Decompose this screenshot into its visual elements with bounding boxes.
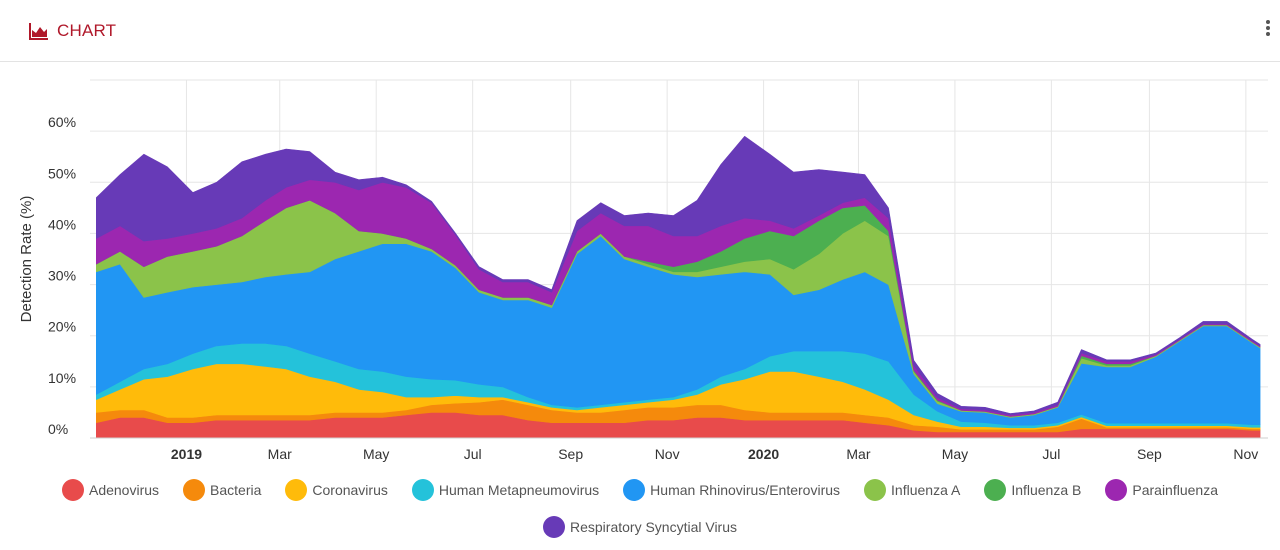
legend-swatch [984,479,1007,501]
chart-title: CHART [57,21,117,40]
legend-swatch [183,479,206,501]
area-respiratory-syncytial-virus [96,136,1261,416]
legend-swatch [61,479,84,501]
legend-label: Adenovirus [88,482,160,498]
y-tick-label: 50% [48,165,76,181]
y-tick-label: 20% [48,319,76,335]
legend-swatch [1105,479,1128,501]
legend-item[interactable]: Bacteria [183,478,261,502]
y-tick-label: 30% [48,268,76,284]
stacked-area-chart: 0% 10% 20% 30% 40% 50% 60% 2019 Mar May Jul Sep Nov 2… [18,79,1268,462]
legend-item[interactable]: Human Metapneumovirus [411,478,600,502]
legend-item[interactable]: Coronavirus [285,478,388,502]
legend-item[interactable]: Human Rhinovirus/Enterovirus [623,478,840,502]
y-tick-label: 10% [48,370,76,386]
legend-swatch [623,479,646,501]
x-tick-label: May [942,446,968,462]
x-tick-label: Mar [846,446,870,462]
legend-label: Coronavirus [312,482,388,498]
x-tick-label: Sep [1137,446,1162,462]
legend-item[interactable]: Parainfluenza [1105,478,1218,502]
chart-header: CHART [0,0,1280,62]
y-axis-label: Detection Rate (%) [18,196,35,323]
legend-label: Respiratory Syncytial Virus [569,519,738,535]
legend-label: Human Rhinovirus/Enterovirus [650,482,841,498]
y-tick-label: 40% [48,216,76,232]
x-tick-label: 2020 [748,446,779,462]
x-tick-label: 2019 [171,446,202,462]
legend-item[interactable]: Influenza B [984,478,1081,502]
legend-label: Influenza B [1011,482,1082,498]
x-tick-label: Jul [464,446,482,462]
legend-item[interactable]: Adenovirus [61,478,160,502]
x-tick-label: May [363,446,389,462]
area-chart-icon [29,23,48,40]
legend-label: Parainfluenza [1132,482,1218,498]
legend-swatch [864,479,887,501]
legend-item[interactable]: Influenza A [864,478,960,502]
x-tick-label: Jul [1042,446,1060,462]
more-vertical-icon[interactable] [1262,20,1274,40]
chart-legend: Adenovirus Bacteria Coronavirus Human Metap… [0,478,1280,550]
x-tick-label: Nov [1233,446,1258,462]
x-tick-label: Mar [268,446,292,462]
legend-item[interactable]: Respiratory Syncytial Virus [542,515,738,539]
legend-swatch [285,479,308,501]
y-tick-label: 0% [48,421,68,437]
x-tick-label: Sep [558,446,583,462]
legend-swatch [542,516,565,538]
legend-label: Human Metapneumovirus [438,482,600,498]
x-tick-label: Nov [655,446,680,462]
legend-label: Influenza A [891,482,961,498]
legend-label: Bacteria [210,482,262,498]
legend-swatch [411,479,434,501]
y-tick-label: 60% [48,114,76,130]
